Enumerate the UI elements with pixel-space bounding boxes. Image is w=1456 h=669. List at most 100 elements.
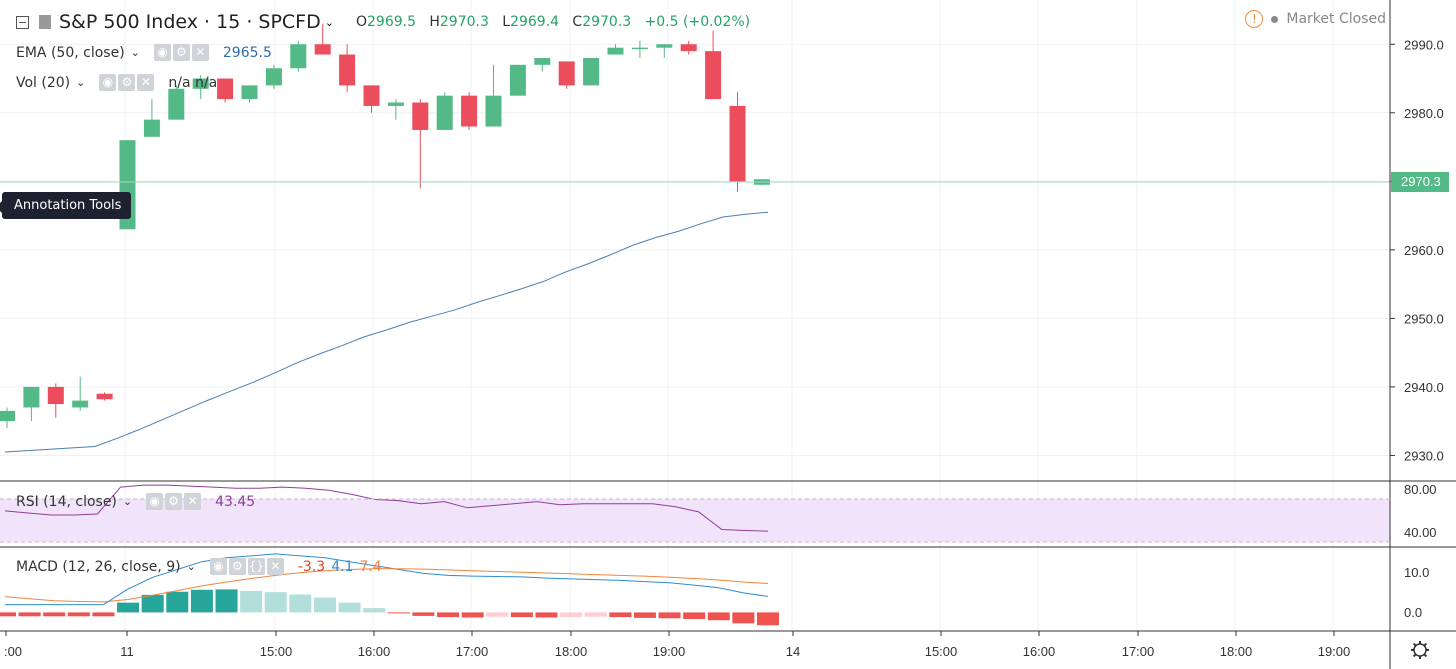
candle [0, 407, 15, 429]
candle [461, 92, 478, 130]
braces-icon[interactable]: {} [247, 558, 265, 575]
gear-icon[interactable]: ⚙ [118, 74, 136, 91]
macd-histogram [0, 589, 779, 626]
time-tick: 16:00 [358, 644, 391, 659]
change-value: +0.5 (+0.02%) [644, 14, 751, 30]
macd-bar [757, 612, 779, 626]
macd-bar [609, 612, 632, 618]
rsi-band [0, 499, 1390, 542]
macd-bar [486, 612, 509, 617]
chevron-down-icon[interactable]: ⌄ [122, 495, 133, 508]
candle [339, 44, 356, 93]
time-tick: 14 [786, 644, 800, 659]
status-dot-icon [1271, 15, 1279, 23]
macd-bar [166, 591, 189, 613]
macd-bar [338, 602, 361, 613]
time-tick: 18:00 [555, 644, 588, 659]
candle [290, 40, 307, 72]
chevron-down-icon[interactable]: ⌄ [324, 15, 334, 29]
chevron-down-icon[interactable]: ⌄ [130, 46, 140, 59]
macd-bar [510, 612, 533, 618]
minus-square-icon[interactable] [16, 15, 29, 29]
candle [363, 85, 380, 113]
market-status-text: Market Closed [1286, 11, 1386, 27]
candle [412, 99, 429, 189]
time-tick: 19:00 [653, 644, 686, 659]
chevron-down-icon[interactable]: ⌄ [76, 76, 86, 89]
gear-icon[interactable]: ⚙ [228, 558, 246, 575]
macd-bar [0, 612, 16, 617]
candle [265, 64, 282, 89]
ema-line [4, 211, 769, 453]
high-label: H [429, 14, 440, 30]
symbol-title[interactable]: S&P 500 Index · 15 · SPCFD [59, 11, 321, 33]
eye-icon[interactable]: ◉ [153, 44, 171, 61]
price-axis[interactable]: 2990.02980.02970.02960.02950.02940.02930… [1390, 37, 1444, 463]
macd-bar [707, 612, 730, 621]
candle [631, 40, 648, 58]
rsi-label[interactable]: RSI (14, close) [16, 493, 117, 510]
macd-bar [412, 612, 435, 616]
ohlc-values: O2969.5 H2970.3 L2969.4 C2970.3 +0.5 (+0… [356, 14, 750, 30]
time-tick: 11 [120, 644, 134, 659]
macd-bar [535, 612, 558, 618]
eye-icon[interactable]: ◉ [209, 558, 227, 575]
last-price-label: 2970.3 [1391, 172, 1449, 192]
time-tick: 16:00 [1023, 644, 1056, 659]
candle [314, 23, 331, 55]
close-icon[interactable]: ✕ [191, 44, 209, 61]
flag-icon[interactable] [39, 15, 51, 29]
market-status[interactable]: ! Market Closed [1245, 10, 1386, 28]
gear-icon[interactable] [1411, 641, 1429, 659]
close-icon[interactable]: ✕ [137, 74, 155, 91]
rsi-axis[interactable]: 80.00 40.00 [1404, 482, 1437, 540]
vol-legend[interactable]: Vol (20) ⌄ ◉ ⚙ ✕ n/a n/a [16, 74, 217, 91]
rsi-legend[interactable]: RSI (14, close) ⌄ ◉ ⚙ ✕ 43.45 [16, 493, 255, 510]
macd-bar [190, 589, 213, 613]
macd-axis[interactable]: 10.0 0.0 [1404, 565, 1429, 620]
vol-label[interactable]: Vol (20) [16, 74, 71, 91]
macd-hist-value: -3.3 [297, 558, 326, 575]
macd-bar [18, 612, 41, 617]
annotation-tools-tooltip: Annotation Tools [0, 192, 132, 219]
time-tick: 17:00 [1122, 644, 1155, 659]
candle [583, 57, 600, 86]
time-tick: 15:00 [260, 644, 293, 659]
macd-label[interactable]: MACD (12, 26, close, 9) [16, 558, 181, 575]
candle [241, 85, 258, 103]
macd-bar [461, 612, 484, 618]
rsi-value: 43.45 [215, 493, 256, 510]
time-tick: 17:00 [456, 644, 489, 659]
eye-icon[interactable]: ◉ [146, 493, 164, 510]
macd-bar [289, 594, 312, 613]
macd-bar [363, 608, 386, 613]
chevron-down-icon[interactable]: ⌄ [186, 560, 196, 573]
ema-legend[interactable]: EMA (50, close) ⌄ ◉ ⚙ ✕ 2965.5 [16, 44, 272, 61]
gear-icon[interactable]: ⚙ [172, 44, 190, 61]
time-axis[interactable]: :00 11 15:00 16:00 17:00 18:00 19:00 14 15:00 16:… [4, 631, 1350, 659]
eye-icon[interactable]: ◉ [99, 74, 117, 91]
candle [217, 78, 234, 103]
candle [705, 30, 722, 100]
macd-bar [560, 612, 583, 618]
warning-icon: ! [1245, 10, 1264, 28]
time-tick: :00 [4, 644, 22, 659]
close-icon[interactable]: ✕ [266, 558, 284, 575]
time-tick: 18:00 [1220, 644, 1253, 659]
close-icon[interactable]: ✕ [184, 493, 202, 510]
macd-bar [313, 597, 336, 613]
price-tick: 2990.0 [1404, 37, 1444, 52]
rsi-tick: 80.00 [1404, 482, 1437, 497]
macd-bar [67, 612, 90, 617]
vol-value: n/a n/a [168, 74, 218, 91]
gear-icon[interactable]: ⚙ [165, 493, 183, 510]
macd-legend[interactable]: MACD (12, 26, close, 9) ⌄ ◉ ⚙ {} ✕ -3.3 … [16, 558, 382, 575]
signal-value: 7.4 [359, 558, 382, 575]
macd-bar [240, 590, 263, 613]
macd-bar [387, 612, 410, 614]
ema-label[interactable]: EMA (50, close) [16, 44, 125, 61]
macd-bar [437, 612, 460, 618]
close-label: C [572, 14, 583, 30]
candle [607, 44, 624, 55]
